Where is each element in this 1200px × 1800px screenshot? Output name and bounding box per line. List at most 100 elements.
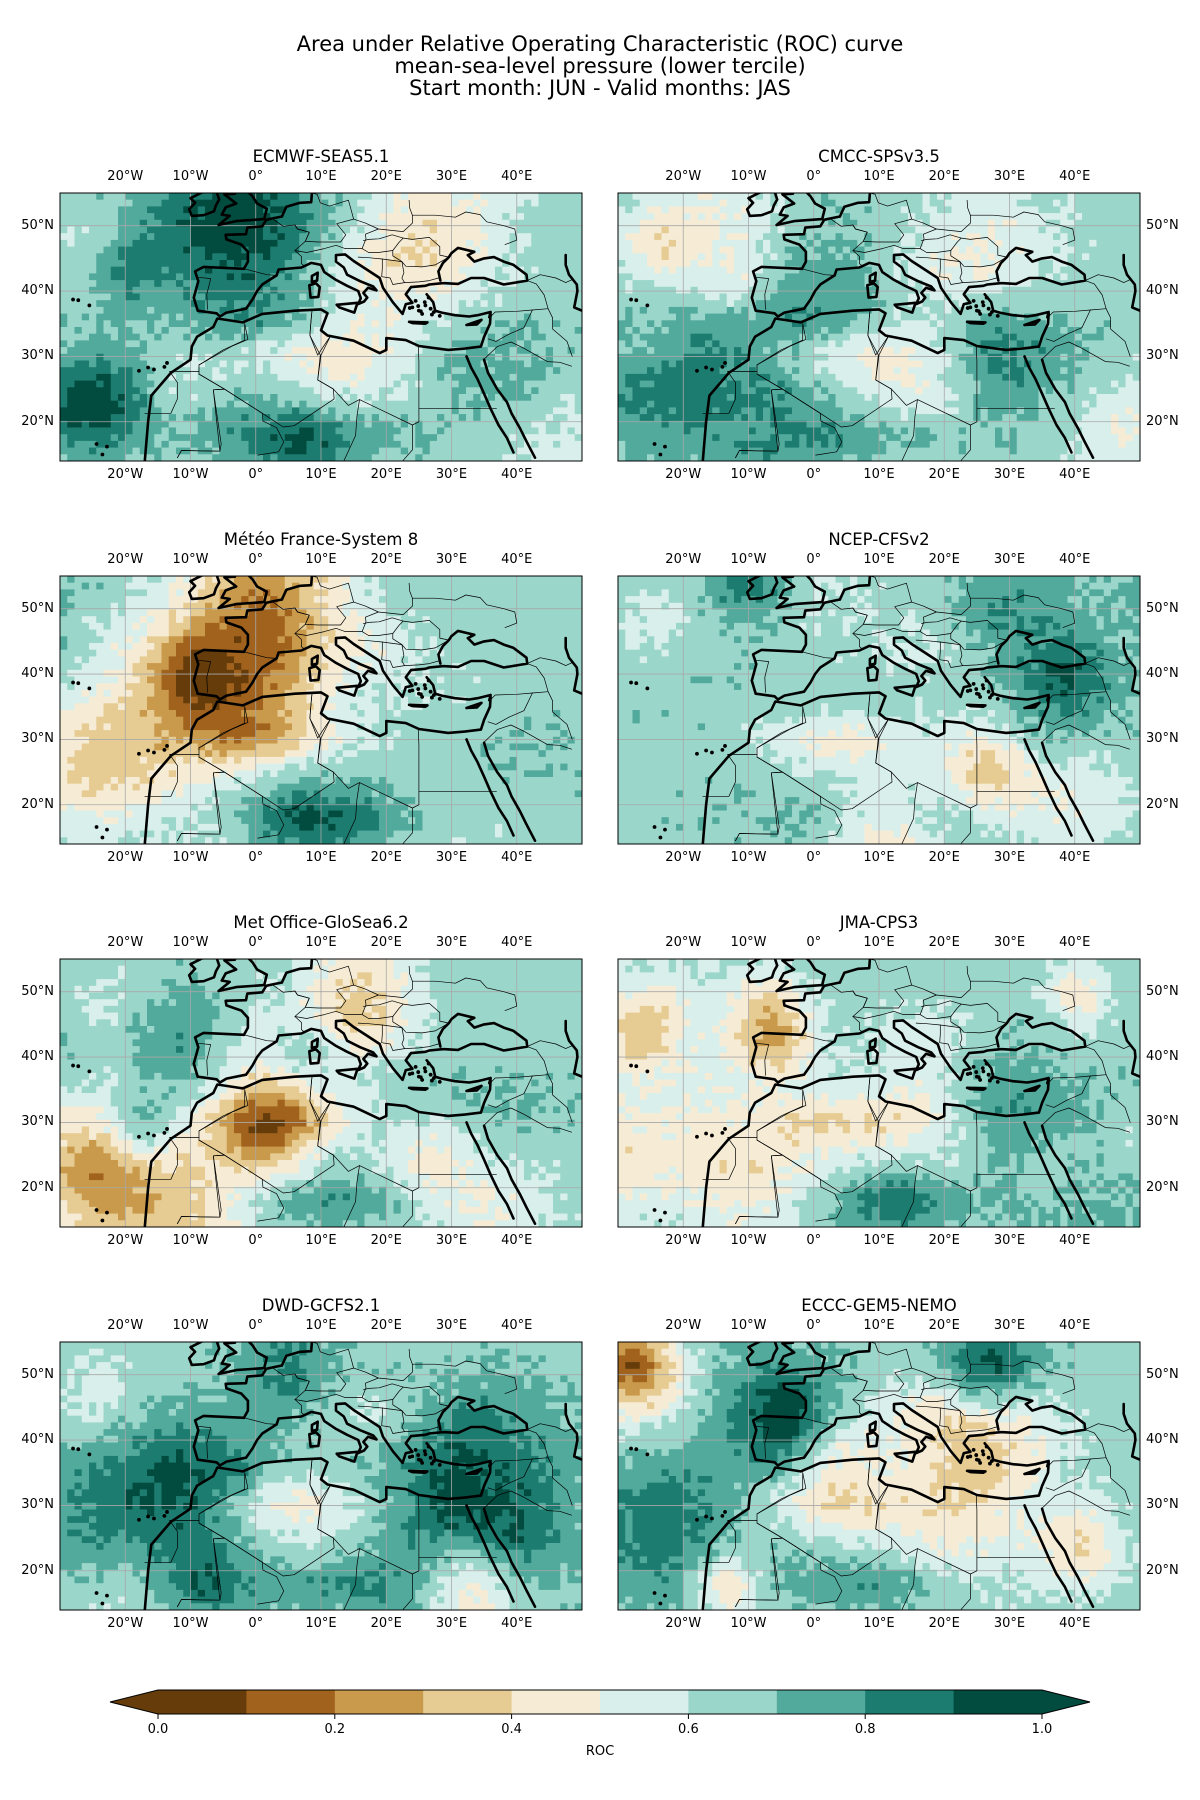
pyrenees-border (801, 1034, 835, 1042)
colorbar-tick-label: 1.0 (1032, 1722, 1053, 1737)
algeria-border (198, 310, 335, 428)
red-sea-east-coast-outline (1040, 1124, 1095, 1225)
tunisia-border (309, 1459, 332, 1505)
sardinia-outline (866, 1430, 879, 1448)
island-dot (704, 1131, 708, 1136)
crete-outline (407, 320, 429, 325)
island-dot (984, 1444, 989, 1449)
jordan-syria-border (487, 1458, 533, 1491)
morocco-algeria-border (198, 1472, 249, 1515)
lon-tick-label-top: 0° (248, 1318, 263, 1333)
caspian-west-coast-outline (1122, 253, 1140, 312)
island-dot (658, 1218, 663, 1223)
island-dot (652, 825, 657, 829)
france-east-border (271, 218, 310, 267)
libya-border (317, 1101, 420, 1192)
poland-border (348, 199, 413, 232)
lon-tick-label-bottom: 30°E (436, 850, 467, 865)
island-dot (430, 1078, 434, 1083)
turkey-iran-border (1084, 280, 1107, 311)
colorbar-extend-low (110, 1690, 158, 1714)
lon-tick-label-bottom: 30°E (994, 1233, 1025, 1248)
cyprus-outline (465, 701, 483, 710)
lon-tick-label-bottom: 20°W (107, 1233, 143, 1248)
iberia-coast-outline (750, 1012, 1087, 1084)
morocco-algeria-border (198, 706, 249, 749)
france-east-border (271, 601, 310, 650)
island-dot (428, 1072, 433, 1077)
hungary-border (919, 617, 962, 636)
north-africa-coast-outline (701, 1457, 1050, 1610)
lat-tick-label: 50°N (21, 218, 54, 233)
alps-border (294, 994, 379, 1019)
colorbar-tick-label: 0.6 (678, 1722, 699, 1737)
iberia-border (755, 659, 770, 693)
island-dot (989, 1459, 994, 1463)
iberia-coast-outline (750, 629, 1087, 701)
lat-tick-label: 40°N (21, 666, 54, 681)
island-dot (658, 452, 663, 457)
island-dot (652, 1208, 657, 1212)
lon-tick-label-top: 10°E (863, 169, 894, 184)
island-dot (663, 827, 667, 832)
sardinia-outline (308, 1047, 321, 1065)
island-dot (658, 835, 663, 840)
panel-title: NCEP-CFSv2 (618, 530, 1140, 549)
island-dot (137, 368, 141, 373)
island-dot (162, 364, 167, 369)
lon-tick-label-top: 10°W (173, 169, 209, 184)
lon-tick-label-bottom: 10°E (863, 1616, 894, 1631)
british-isles-outline (775, 959, 827, 993)
algeria-border (756, 693, 893, 811)
island-dot (87, 1452, 92, 1457)
british-isles-outline (217, 193, 269, 227)
sudan-chad-border (960, 1190, 971, 1227)
belarus-ukraine-border (966, 1348, 1025, 1367)
hungary-border (361, 1383, 404, 1402)
island-dot (416, 687, 421, 691)
france-atlantic-coast-outline (224, 981, 284, 1037)
morocco-algeria-border (198, 1089, 249, 1132)
jordan-syria-border (1045, 692, 1091, 725)
corsica-outline (868, 1420, 877, 1433)
colorbar-segment (158, 1690, 247, 1714)
niger-chad-border (343, 1165, 360, 1227)
libya-border (317, 335, 420, 426)
germany-border (311, 1342, 349, 1356)
island-dot (710, 367, 714, 372)
island-dot (652, 442, 657, 446)
island-dot (76, 298, 81, 303)
france-east-border (829, 601, 868, 650)
lat-tick-label: 20°N (21, 1180, 54, 1195)
alps-border (294, 611, 379, 636)
island-dot (976, 1458, 981, 1463)
ireland-outline (187, 576, 221, 601)
lon-tick-label-top: 10°W (731, 169, 767, 184)
lon-tick-label-bottom: 20°E (929, 1616, 960, 1631)
map-panel-3 (59, 575, 583, 845)
hungary-border (361, 617, 404, 636)
pyrenees-border (243, 651, 277, 659)
island-dot (431, 1459, 436, 1463)
lat-tick-label: 20°N (21, 414, 54, 429)
hungary-border (919, 1000, 962, 1019)
map-frame (617, 192, 1141, 462)
romania-border (392, 1003, 450, 1034)
saudi-border (483, 724, 572, 750)
colorbar-segment (600, 1690, 689, 1714)
island-dot (723, 1127, 727, 1131)
corsica-outline (868, 271, 877, 284)
island-dot (989, 310, 994, 314)
tunisia-border (309, 1076, 332, 1122)
balkans-inner-border (381, 1024, 405, 1049)
red-sea-west-coast-outline (465, 738, 515, 837)
island-dot (407, 1455, 412, 1459)
lon-tick-label-bottom: 20°W (107, 467, 143, 482)
sicily-outline (335, 1450, 359, 1463)
island-dot (988, 1078, 992, 1083)
france-east-border (271, 1367, 310, 1416)
belarus-ukraine-border (408, 965, 467, 984)
belarus-ukraine-border (966, 582, 1025, 601)
lon-tick-label-bottom: 0° (806, 1233, 821, 1248)
north-africa-coast-outline (701, 308, 1050, 461)
